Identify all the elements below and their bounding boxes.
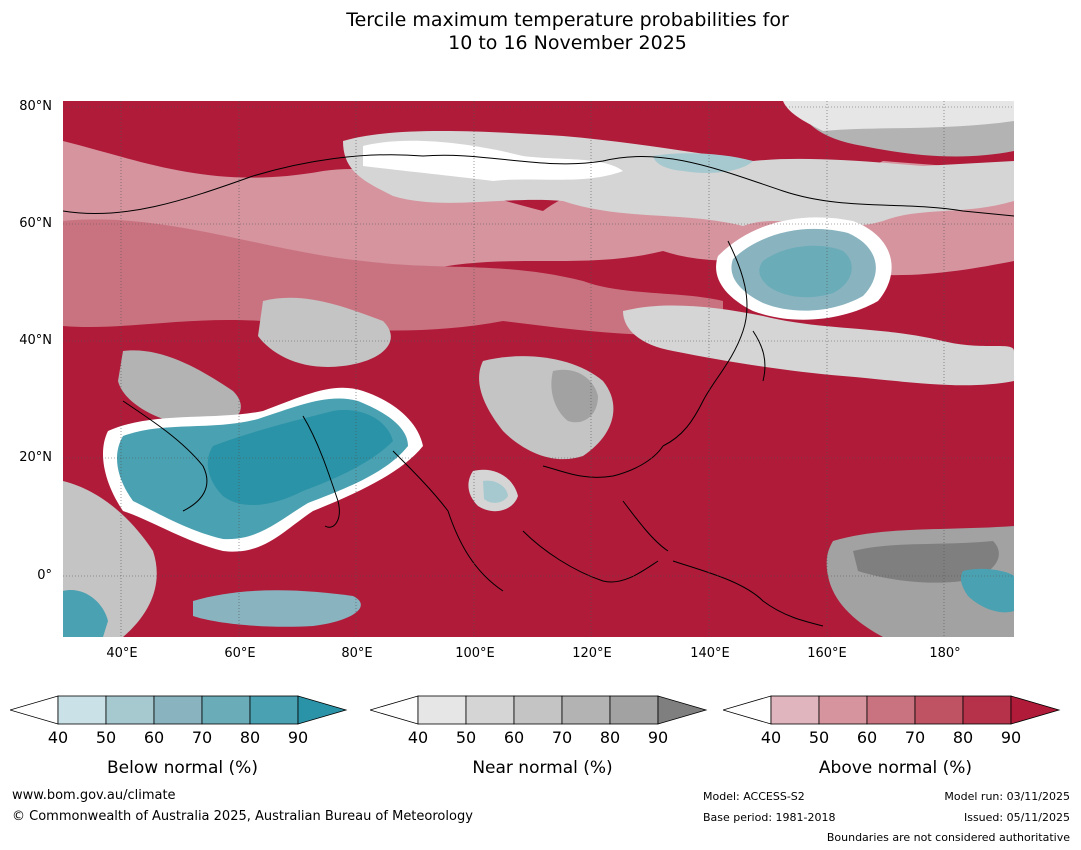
model-run-text: Model run: 03/11/2025 bbox=[944, 790, 1070, 803]
tick: 70 bbox=[191, 728, 213, 747]
lat-label-20n: 20°N bbox=[19, 450, 52, 465]
map-svg bbox=[63, 101, 1014, 637]
mongolia-near-normal-region bbox=[623, 305, 1014, 386]
pacific-blue-region bbox=[960, 568, 1014, 613]
china-dark-grey-region bbox=[551, 369, 598, 423]
colorbar-segment bbox=[866, 695, 916, 725]
issued-text: Issued: 05/11/2025 bbox=[963, 811, 1070, 824]
colorbar-segment bbox=[153, 695, 203, 725]
lon-label-80e: 80°E bbox=[341, 646, 373, 661]
tick: 70 bbox=[551, 728, 573, 747]
lon-label-100e: 100°E bbox=[455, 646, 495, 661]
lat-label-40n: 40°N bbox=[19, 333, 52, 348]
lon-label-40e: 40°E bbox=[106, 646, 138, 661]
tick: 90 bbox=[287, 728, 309, 747]
lon-label-180: 180° bbox=[929, 646, 961, 661]
tick: 80 bbox=[599, 728, 621, 747]
legend-label-near-normal: Near normal (%) bbox=[472, 758, 613, 778]
lat-label-60n: 60°N bbox=[19, 216, 52, 231]
tick: 80 bbox=[952, 728, 974, 747]
website-link[interactable]: www.bom.gov.au/climate bbox=[12, 788, 176, 803]
colorbar-above-normal bbox=[723, 695, 1061, 725]
colorbar-below-normal bbox=[10, 695, 348, 725]
lon-label-160e: 160°E bbox=[807, 646, 847, 661]
boundaries-disclaimer: Boundaries are not considered authoritat… bbox=[826, 831, 1070, 844]
base-period-text: Base period: 1981-2018 bbox=[703, 811, 836, 824]
colorbar-segment bbox=[465, 695, 515, 725]
colorbar-near-normal bbox=[370, 695, 708, 725]
arctic-light-region bbox=[783, 101, 1014, 131]
colorbar-segment bbox=[417, 695, 467, 725]
colorbar-right-arrow bbox=[657, 695, 708, 725]
colorbar-segment bbox=[914, 695, 964, 725]
colorbar-segment bbox=[105, 695, 155, 725]
siberia-blue-region bbox=[653, 153, 753, 173]
copyright-text: © Commonwealth of Australia 2025, Austra… bbox=[12, 809, 473, 824]
legend-below-normal: 40 50 60 70 80 90 Below normal (%) bbox=[10, 694, 355, 794]
tick: 90 bbox=[1000, 728, 1022, 747]
tick: 80 bbox=[239, 728, 261, 747]
colorbar-right-arrow bbox=[1010, 695, 1061, 725]
west-asia-grey-region bbox=[118, 350, 241, 427]
legend-near-normal: 40 50 60 70 80 90 Near normal (%) bbox=[370, 694, 715, 794]
colorbar-segment bbox=[818, 695, 868, 725]
tick: 90 bbox=[647, 728, 669, 747]
tick: 50 bbox=[95, 728, 117, 747]
tick: 40 bbox=[760, 728, 782, 747]
tick: 60 bbox=[856, 728, 878, 747]
legend-label-below-normal: Below normal (%) bbox=[107, 758, 258, 778]
lon-label-120e: 120°E bbox=[572, 646, 612, 661]
colorbar-segment bbox=[609, 695, 659, 725]
tick: 40 bbox=[407, 728, 429, 747]
lon-label-60e: 60°E bbox=[224, 646, 256, 661]
lon-label-140e: 140°E bbox=[690, 646, 730, 661]
colorbar-segment bbox=[57, 695, 107, 725]
tick: 50 bbox=[808, 728, 830, 747]
graticule bbox=[63, 101, 1014, 637]
colorbar-segment bbox=[770, 695, 820, 725]
india-core-region bbox=[207, 410, 393, 506]
coastlines bbox=[63, 154, 1014, 627]
colorbar-segment bbox=[249, 695, 299, 725]
lat-label-0: 0° bbox=[37, 568, 52, 583]
central-asia-grey-region bbox=[258, 297, 391, 367]
colorbar-left-arrow bbox=[370, 695, 419, 725]
colorbar-left-arrow bbox=[723, 695, 772, 725]
title-line-2: 10 to 16 November 2025 bbox=[448, 32, 687, 54]
tick: 60 bbox=[143, 728, 165, 747]
colorbar-segment bbox=[201, 695, 251, 725]
colorbar-right-arrow bbox=[297, 695, 348, 725]
indian-ocean-blue-region bbox=[193, 590, 361, 627]
africa-blue-region bbox=[63, 590, 108, 637]
tick: 70 bbox=[904, 728, 926, 747]
chart-title: Tercile maximum temperature probabilitie… bbox=[0, 9, 1081, 55]
colorbar-segment bbox=[513, 695, 563, 725]
north-mid-red-region bbox=[63, 219, 723, 336]
tick: 40 bbox=[47, 728, 69, 747]
siberia-white-region bbox=[363, 140, 623, 181]
colorbar-left-arrow bbox=[10, 695, 59, 725]
tick: 50 bbox=[455, 728, 477, 747]
tick: 60 bbox=[503, 728, 525, 747]
manchuria-core-region bbox=[759, 245, 852, 298]
model-text: Model: ACCESS-S2 bbox=[703, 790, 805, 803]
legend-label-above-normal: Above normal (%) bbox=[818, 758, 973, 778]
legend-above-normal: 40 50 60 70 80 90 Above normal (%) bbox=[723, 694, 1068, 794]
probability-map bbox=[63, 101, 1014, 637]
colorbar-segment bbox=[561, 695, 611, 725]
lat-label-80n: 80°N bbox=[19, 99, 52, 114]
colorbar-segment bbox=[962, 695, 1012, 725]
title-line-1: Tercile maximum temperature probabilitie… bbox=[346, 9, 789, 31]
se-asia-blue-region bbox=[483, 480, 508, 503]
